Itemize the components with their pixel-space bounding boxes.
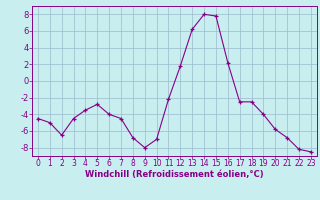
X-axis label: Windchill (Refroidissement éolien,°C): Windchill (Refroidissement éolien,°C) [85, 170, 264, 179]
